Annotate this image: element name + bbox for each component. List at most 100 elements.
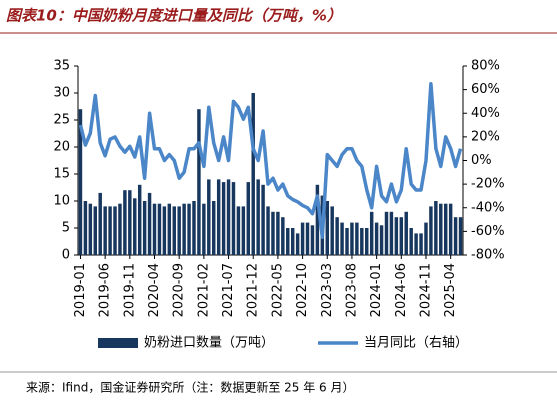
bar: [360, 228, 364, 255]
bar: [192, 201, 196, 255]
bar: [374, 222, 379, 255]
bar: [226, 179, 231, 255]
bar: [345, 228, 349, 255]
bar: [133, 198, 137, 255]
bar: [305, 222, 310, 255]
y-tick-label: 15: [53, 167, 70, 182]
legend-label: 当月同比（右轴）: [364, 336, 468, 351]
y-tick-label: 0: [62, 248, 70, 263]
bar: [123, 190, 127, 255]
bar: [389, 211, 394, 255]
bar: [276, 211, 280, 255]
x-tick-label: 2022-10: [295, 263, 310, 317]
y2-tick-label: -60%: [471, 224, 505, 239]
bar: [300, 222, 305, 255]
bar: [419, 233, 423, 255]
bar: [325, 201, 329, 255]
bar: [335, 217, 339, 255]
y2-tick-label: 60%: [471, 82, 500, 97]
bar: [251, 93, 255, 255]
y2-tick-label: -20%: [471, 177, 505, 192]
x-tick-label: 2022-05: [270, 263, 285, 317]
bar: [137, 184, 142, 255]
y-tick-label: 30: [53, 86, 70, 101]
bar: [93, 206, 98, 255]
bar: [295, 233, 300, 255]
x-tick-label: 2024-06: [394, 263, 409, 317]
bar: [350, 222, 354, 255]
bar: [236, 206, 241, 255]
bar: [212, 201, 216, 255]
y-tick-label: 20: [53, 140, 70, 155]
bar: [142, 201, 147, 255]
source: 来源：Ifind，国金证券研究所（注：数据更新至 25 年 6 月）: [26, 380, 355, 395]
x-tick-label: 2024-01: [369, 263, 384, 317]
x-tick-label: 2023-03: [320, 263, 335, 317]
bar: [315, 184, 320, 255]
y2-tick-label: 40%: [471, 106, 500, 121]
bar: [167, 203, 172, 255]
bar: [256, 179, 260, 255]
bar: [128, 190, 132, 255]
bar: [152, 203, 157, 255]
x-tick-label: 2019-01: [73, 263, 88, 317]
x-tick-label: 2020-09: [172, 263, 187, 317]
bar: [103, 206, 107, 255]
bar: [448, 203, 453, 255]
bar: [330, 206, 334, 255]
bar: [88, 203, 93, 255]
bar: [182, 203, 186, 255]
bar: [424, 222, 428, 255]
legend-label: 奶粉进口数量（万吨）: [144, 336, 274, 351]
x-tick-label: 2019-11: [122, 263, 137, 317]
bar: [399, 217, 404, 255]
bar: [340, 222, 344, 255]
bar: [197, 109, 201, 255]
bar: [118, 203, 122, 255]
chart-title: 图表10：中国奶粉月度进口量及同比（万吨，%）: [6, 7, 342, 25]
x-tick-label: 2021-07: [221, 263, 236, 317]
bar: [98, 192, 102, 255]
x-tick-label: 2024-11: [418, 263, 433, 317]
bar: [207, 179, 211, 255]
bar: [78, 109, 83, 255]
bar: [394, 217, 399, 255]
bar: [261, 184, 265, 255]
bar: [310, 225, 315, 255]
y2-tick-label: -40%: [471, 200, 505, 215]
y2-tick-label: 0%: [471, 153, 492, 168]
bar: [443, 203, 448, 255]
bar: [241, 206, 246, 255]
bar: [379, 225, 384, 255]
bar: [281, 217, 285, 255]
bar: [365, 228, 369, 255]
bar: [409, 228, 413, 255]
line: [78, 81, 463, 240]
bar: [221, 182, 226, 255]
bar: [434, 201, 438, 255]
x-tick-label: 2020-04: [147, 263, 162, 317]
bar: [404, 211, 408, 255]
y2-tick-label: -80%: [471, 248, 505, 263]
bar: [157, 203, 162, 255]
bar: [83, 201, 88, 255]
bar: [355, 222, 359, 255]
bar: [113, 206, 117, 255]
bar: [231, 182, 236, 255]
bar: [290, 228, 295, 255]
bar: [369, 211, 374, 255]
y-tick-label: 35: [53, 59, 70, 74]
bar: [286, 228, 290, 255]
bar: [172, 206, 176, 255]
x-tick-label: 2021-02: [196, 263, 211, 317]
bar: [202, 203, 206, 255]
y2-tick-label: 20%: [471, 129, 500, 144]
legend-swatch: [98, 338, 138, 348]
x-tick-label: 2025-04: [443, 263, 458, 317]
bar: [246, 182, 251, 255]
y2-tick-label: 80%: [471, 59, 500, 74]
bar: [177, 206, 181, 255]
bar: [414, 233, 418, 255]
bar: [147, 192, 152, 255]
